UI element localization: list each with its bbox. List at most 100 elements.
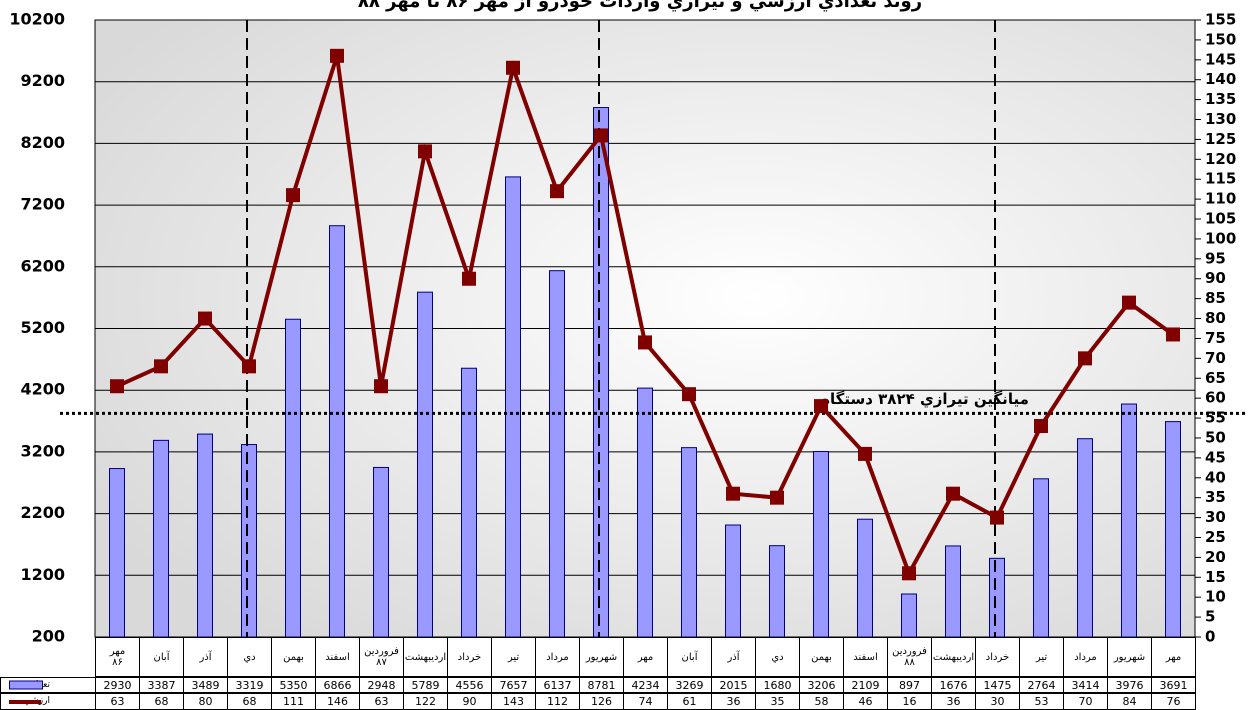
average-label: ميانگين تيرازي ۳۸۲۴ دستگاه [821,390,1029,409]
marker [946,486,960,501]
y2-tick-label: 150 [1205,30,1236,48]
table-value: 1680 [755,677,800,693]
category-label: بهمن [799,637,844,677]
table-value: 112 [535,693,580,710]
bar [109,468,125,638]
bar [945,545,961,638]
y2-tick-label: 115 [1205,170,1236,188]
table-value: 68 [139,693,184,710]
category-label: ارديبهشت [931,637,976,677]
y2-tick-label: 110 [1205,190,1236,208]
y-tick-label: 2200 [20,503,65,522]
y2-tick-label: 20 [1205,548,1226,566]
table-value: 897 [887,677,932,693]
table-value: 80 [183,693,228,710]
category-label: آبان [139,637,184,677]
y-tick-label: 6200 [20,256,65,275]
table-value: 2109 [843,677,888,693]
table-value: 6866 [315,677,360,693]
table-value: 53 [1019,693,1064,710]
bar [1077,438,1093,638]
marker [198,311,212,326]
bar [681,447,697,638]
legend-entry: ارزشي [0,693,96,710]
marker [286,188,300,203]
bar [857,518,873,638]
marker [330,48,344,63]
category-label: مهر ۸۶ [95,637,140,677]
table-value: 36 [711,693,756,710]
table-value: 1475 [975,677,1020,693]
table-value: 3319 [227,677,272,693]
table-value: 1676 [931,677,976,693]
bar [329,225,345,638]
y-tick-label: 4200 [20,380,65,399]
y2-tick-label: 145 [1205,50,1236,68]
marker [242,359,256,374]
table-value: 2764 [1019,677,1064,693]
category-label: فروردين ۸۸ [887,637,932,677]
bar [813,451,829,638]
table-value: 2015 [711,677,756,693]
table-value: 16 [887,693,932,710]
bar [417,291,433,638]
y2-tick-label: 135 [1205,90,1236,108]
y2-tick-label: 90 [1205,269,1226,287]
table-value: 58 [799,693,844,710]
category-label: فروردين ۸۷ [359,637,404,677]
y-tick-label: 7200 [20,195,65,214]
marker [682,387,696,402]
y2-tick-label: 55 [1205,409,1226,427]
y-tick-label: 8200 [20,133,65,152]
table-value: 3414 [1063,677,1108,693]
y2-tick-label: 65 [1205,369,1226,387]
marker [814,399,828,414]
marker [462,271,476,286]
table-value: 5789 [403,677,448,693]
table-value: 3691 [1151,677,1196,693]
table-value: 3269 [667,677,712,693]
bar [197,433,213,638]
y-tick-label: 3200 [20,441,65,460]
y2-tick-label: 120 [1205,150,1236,168]
marker [154,359,168,374]
category-label: آذر [183,637,228,677]
bar [285,318,301,638]
bar [725,524,741,638]
y2-tick-label: 80 [1205,309,1226,327]
category-label: مرداد [1063,637,1108,677]
category-label: بهمن [271,637,316,677]
table-value: 70 [1063,693,1108,710]
marker [770,490,784,505]
category-label: اسفند [315,637,360,677]
marker [594,128,608,143]
table-value: 4234 [623,677,668,693]
table-value: 3387 [139,677,184,693]
category-label: مهر [623,637,668,677]
marker [374,379,388,394]
marker [110,379,124,394]
y2-tick-label: 140 [1205,70,1236,88]
category-label: مرداد [535,637,580,677]
marker [638,335,652,350]
table-value: 90 [447,693,492,710]
table-value: 74 [623,693,668,710]
y2-tick-label: 5 [1205,608,1215,626]
table-value: 3976 [1107,677,1152,693]
table-value: 30 [975,693,1020,710]
table-value: 126 [579,693,624,710]
y2-tick-label: 45 [1205,448,1226,466]
marker [990,510,1004,525]
bar [989,557,1005,638]
table-value: 84 [1107,693,1152,710]
category-label: اسفند [843,637,888,677]
category-label: آبان [667,637,712,677]
table-value: 3206 [799,677,844,693]
category-label: شهريور [579,637,624,677]
table-value: 4556 [447,677,492,693]
y2-tick-label: 105 [1205,210,1236,228]
y-tick-label: 9200 [20,71,65,90]
marker [418,144,432,159]
marker [1166,327,1180,342]
